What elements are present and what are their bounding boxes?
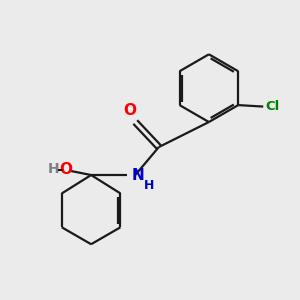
Text: -: - <box>56 162 63 177</box>
Text: Cl: Cl <box>265 100 280 113</box>
Text: O: O <box>59 162 72 177</box>
Text: O: O <box>124 103 136 118</box>
Text: H: H <box>144 179 154 192</box>
Text: H: H <box>48 162 59 176</box>
Text: N: N <box>131 167 144 182</box>
